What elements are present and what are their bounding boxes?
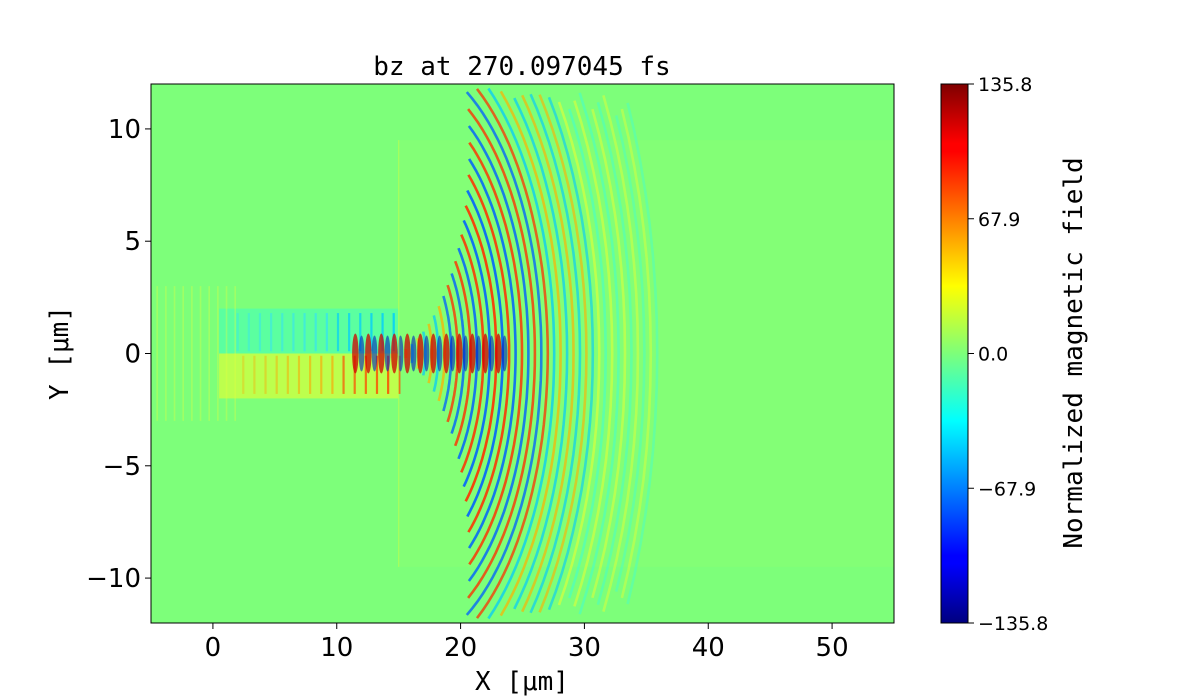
x-tick-label: 10 [320, 633, 353, 663]
wavefront-arc [467, 108, 537, 599]
peak-lobe-positive [443, 333, 450, 374]
peak-lobe-negative [462, 335, 469, 372]
peak-lobe-negative [449, 335, 456, 372]
colorbar-tick-label: 135.8 [978, 74, 1032, 96]
x-tick-label: 50 [816, 633, 849, 663]
heatmap-plot-area [151, 84, 894, 623]
peak-lobe-positive [365, 333, 372, 374]
peak-lobe-positive [404, 333, 411, 374]
wavefront-arc [614, 115, 646, 592]
wavefront-arc [529, 93, 582, 614]
colorbar-tick-label: 67.9 [978, 209, 1020, 231]
wavefront-arc [591, 108, 627, 599]
wavefront-arc [513, 97, 569, 610]
peak-lobe-positive [352, 333, 359, 374]
y-axis-label: Y [μm] [45, 306, 75, 400]
wavefront-arc [475, 88, 550, 619]
field-pattern [156, 87, 894, 620]
peak-lobe-negative [436, 335, 443, 372]
wavefront-arc [578, 92, 620, 615]
wavefront-arc [521, 94, 575, 613]
y-tick-label: 5 [124, 227, 141, 257]
wavefront-arc [626, 102, 659, 605]
peak-lobe-negative [423, 335, 430, 372]
wavefront-arc [557, 101, 601, 606]
wavefront-arc [602, 95, 640, 612]
channel-lower [219, 353, 399, 399]
peak-lobe-positive [456, 333, 463, 374]
colorbar-label: Normalized magnetic field [1059, 157, 1089, 548]
peak-lobe-positive [417, 333, 424, 374]
colorbar-ticks: 135.8 67.9 0.0 −67.9 −135.8 [968, 74, 1048, 635]
peak-lobe-negative [475, 335, 482, 372]
wavefront-arc [568, 108, 608, 599]
chart-title: bz at 270.097045 fs [373, 52, 670, 82]
wavefront-arc [465, 91, 543, 616]
x-tick-label: 30 [568, 633, 601, 663]
peak-lobe-positive [391, 333, 398, 374]
peak-lobe-negative [371, 335, 378, 372]
x-tick-label: 40 [692, 633, 725, 663]
wavefront-arc [467, 174, 511, 533]
wavefront-arc [596, 101, 633, 606]
peak-lobe-negative [488, 335, 495, 372]
colorbar-tick-label: 0.0 [978, 344, 1008, 366]
peak-lobe-negative [410, 335, 417, 372]
peak-lobe-positive [469, 333, 476, 374]
wavefront-arc [538, 94, 588, 613]
x-axis: 0 10 20 30 40 50 [205, 623, 849, 663]
wavefront-arc [487, 87, 556, 620]
colorbar-gradient [940, 83, 969, 624]
colorbar-tick-label: −135.8 [978, 613, 1048, 635]
y-tick-label: 0 [124, 340, 141, 370]
wavefront-arc [499, 90, 562, 617]
x-axis-label: X [μm] [475, 667, 569, 697]
wavefront-arc [468, 141, 524, 566]
y-axis: 10 5 0 −5 −10 [86, 115, 151, 594]
y-tick-label: −10 [86, 564, 141, 594]
y-tick-label: 10 [108, 115, 141, 145]
peak-lobe-positive [430, 333, 437, 374]
x-tick-label: 0 [205, 633, 222, 663]
wavefront-arc [467, 125, 530, 582]
peak-lobe-negative [384, 335, 391, 372]
colorbar: 135.8 67.9 0.0 −67.9 −135.8 [940, 74, 1048, 635]
wavefront-arc [620, 108, 653, 599]
peak-lobe-positive [378, 333, 385, 374]
y-tick-label: −5 [103, 452, 141, 482]
peak-lobe-positive [495, 333, 502, 374]
wavefront-arc [573, 100, 614, 607]
peak-lobe-negative [358, 335, 365, 372]
peak-lobe-positive [482, 333, 489, 374]
wavefront-arc [467, 158, 517, 549]
colorbar-tick-label: −67.9 [978, 478, 1036, 500]
peak-lobe-negative [501, 335, 508, 372]
wavefront-arc [547, 96, 595, 611]
x-tick-label: 20 [444, 633, 477, 663]
